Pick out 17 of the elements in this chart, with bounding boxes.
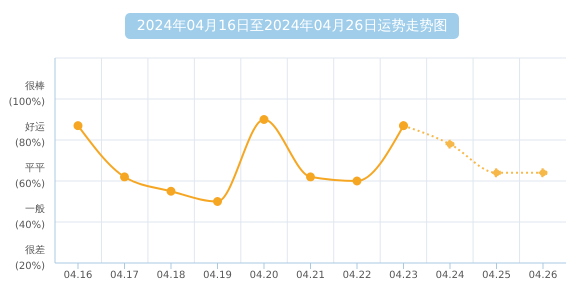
x-tick-label: 04.17 bbox=[110, 270, 139, 282]
x-tick-label: 04.18 bbox=[156, 270, 186, 282]
x-tick-label: 04.23 bbox=[389, 270, 418, 282]
x-tick-label: 04.20 bbox=[250, 270, 278, 282]
x-tick-label: 04.22 bbox=[342, 270, 372, 282]
x-tick-label: 04.19 bbox=[203, 270, 232, 282]
x-tick-label: 04.25 bbox=[482, 270, 511, 282]
chart-title: 2024年04月16日至2024年04月26日运势走势图 bbox=[124, 13, 460, 39]
x-tick-label: 04.21 bbox=[296, 270, 325, 282]
y-tick-label: 平平 (60%) bbox=[14, 163, 46, 190]
x-tick-label: 04.24 bbox=[436, 270, 464, 282]
x-tick-label: 04.16 bbox=[64, 270, 92, 282]
y-tick-label: 很差 (20%) bbox=[14, 244, 46, 272]
y-tick-label: 好运 (80%) bbox=[14, 121, 46, 149]
x-tick-label: 04.26 bbox=[528, 270, 558, 282]
y-tick-label: 很棒 (100%) bbox=[8, 80, 46, 108]
y-tick-label: 一般 (40%) bbox=[14, 204, 46, 231]
